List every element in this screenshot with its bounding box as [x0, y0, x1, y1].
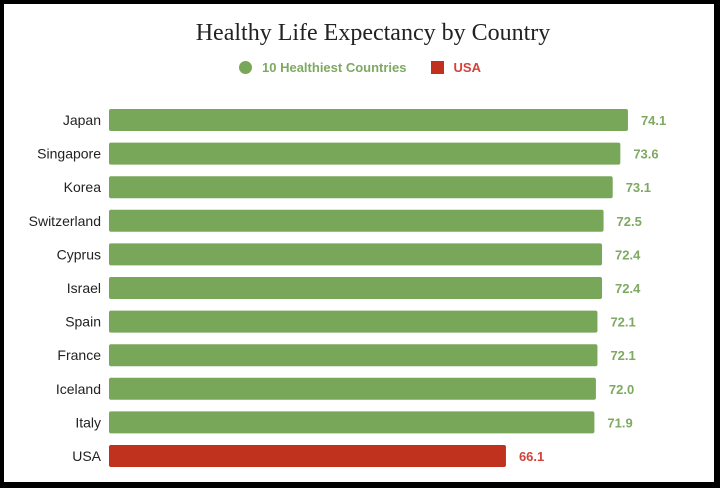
category-label: Spain — [65, 314, 101, 330]
chart-title: Healthy Life Expectancy by Country — [195, 20, 551, 46]
category-label: Singapore — [37, 146, 101, 162]
bar — [109, 176, 613, 199]
legend-label-healthiest: 10 Healthiest Countries — [262, 60, 407, 75]
category-label: USA — [72, 448, 101, 464]
value-label: 72.5 — [617, 214, 642, 229]
bar — [109, 277, 603, 299]
category-label: Israel — [67, 280, 101, 296]
legend-circle-icon — [239, 61, 253, 74]
value-label: 72.1 — [610, 315, 635, 330]
legend-item-healthiest: 10 Healthiest Countries — [239, 60, 407, 75]
legend-label-usa: USA — [453, 60, 481, 75]
bar — [109, 445, 506, 467]
value-label: 72.4 — [615, 247, 641, 262]
category-label: Italy — [75, 414, 101, 430]
bar — [109, 243, 603, 266]
category-label: Switzerland — [29, 213, 101, 229]
bar — [109, 310, 598, 333]
value-label: 73.1 — [626, 180, 651, 195]
value-label: 72.4 — [615, 281, 641, 296]
bar — [109, 109, 628, 131]
value-label: 73.6 — [633, 147, 658, 162]
category-label: Iceland — [56, 381, 101, 397]
category-label: Korea — [64, 179, 102, 195]
bar — [109, 411, 595, 434]
bar — [109, 344, 598, 367]
bar — [109, 377, 596, 400]
legend-square-icon — [430, 61, 444, 74]
category-label: Japan — [63, 112, 101, 128]
bar — [109, 142, 621, 165]
chart-frame — [4, 4, 714, 482]
value-label: 71.9 — [607, 415, 632, 430]
value-label: 66.1 — [519, 449, 544, 464]
bar — [109, 209, 604, 232]
value-label: 72.0 — [609, 382, 634, 397]
category-label: France — [57, 347, 101, 363]
value-label: 72.1 — [610, 348, 635, 363]
legend-item-usa: USA — [430, 60, 481, 75]
category-label: Cyprus — [57, 246, 101, 262]
value-label: 74.1 — [641, 113, 666, 128]
chart-legend: 10 Healthiest Countries USA — [0, 60, 720, 75]
